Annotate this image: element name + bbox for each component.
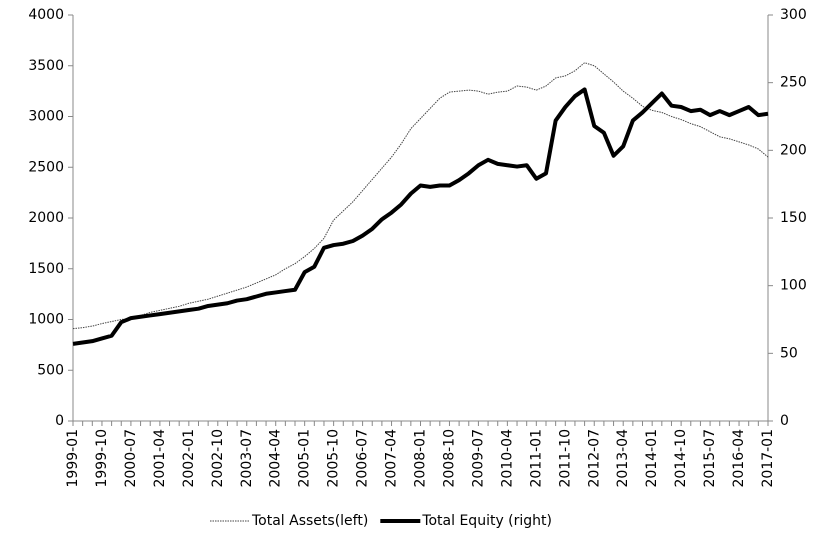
x-tick-label: 2004-04 bbox=[268, 429, 284, 488]
x-tick-label: 2002-01 bbox=[181, 429, 197, 488]
x-tick-label: 2011-01 bbox=[528, 429, 544, 488]
y2-tick-label: 250 bbox=[780, 75, 807, 91]
x-tick-label: 2014-10 bbox=[673, 429, 689, 488]
x-tick-label: 1999-01 bbox=[65, 429, 81, 488]
y-tick-label: 2000 bbox=[28, 210, 64, 226]
x-tick-label: 2011-10 bbox=[557, 429, 573, 488]
x-tick-label: 2010-04 bbox=[499, 429, 515, 488]
y-tick-label: 3500 bbox=[28, 58, 64, 74]
x-tick-label: 2001-04 bbox=[152, 429, 168, 488]
x-tick-label: 1999-10 bbox=[94, 429, 110, 488]
y-tick-label: 4000 bbox=[28, 7, 64, 23]
x-tick-label: 2002-10 bbox=[210, 429, 226, 488]
y2-tick-label: 100 bbox=[780, 278, 807, 294]
y2-tick-label: 50 bbox=[780, 345, 798, 361]
x-tick-label: 2008-10 bbox=[441, 429, 457, 488]
x-tick-label: 2006-07 bbox=[355, 429, 371, 488]
legend-label: Total Assets(left) bbox=[251, 513, 368, 529]
y-tick-label: 1000 bbox=[28, 312, 64, 328]
y-tick-label: 3000 bbox=[28, 109, 64, 125]
x-tick-label: 2008-01 bbox=[413, 429, 429, 488]
x-tick-label: 2013-04 bbox=[615, 429, 631, 488]
x-tick-label: 2009-07 bbox=[470, 429, 486, 488]
series-line bbox=[72, 62, 769, 330]
y2-tick-label: 150 bbox=[780, 210, 807, 226]
x-tick-label: 2014-01 bbox=[644, 429, 660, 488]
y-tick-label: 1500 bbox=[28, 261, 64, 277]
x-tick-label: 2015-07 bbox=[702, 429, 718, 488]
x-tick-label: 2007-04 bbox=[384, 429, 400, 488]
legend-label: Total Equity (right) bbox=[421, 513, 552, 529]
x-tick-label: 2017-01 bbox=[760, 429, 776, 488]
y-tick-label: 500 bbox=[37, 362, 64, 378]
y2-tick-label: 0 bbox=[780, 413, 789, 429]
y2-tick-label: 300 bbox=[780, 7, 807, 23]
series-line bbox=[72, 87, 769, 346]
y-tick-label: 0 bbox=[55, 413, 64, 429]
x-tick-label: 2016-04 bbox=[731, 429, 747, 488]
y-tick-label: 2500 bbox=[28, 159, 64, 175]
y2-tick-label: 200 bbox=[780, 142, 807, 158]
x-tick-label: 2012-07 bbox=[586, 429, 602, 488]
x-tick-label: 2005-10 bbox=[326, 429, 342, 488]
x-tick-label: 2003-07 bbox=[239, 429, 255, 488]
x-tick-label: 2000-07 bbox=[123, 429, 139, 488]
x-tick-label: 2005-01 bbox=[297, 429, 313, 488]
